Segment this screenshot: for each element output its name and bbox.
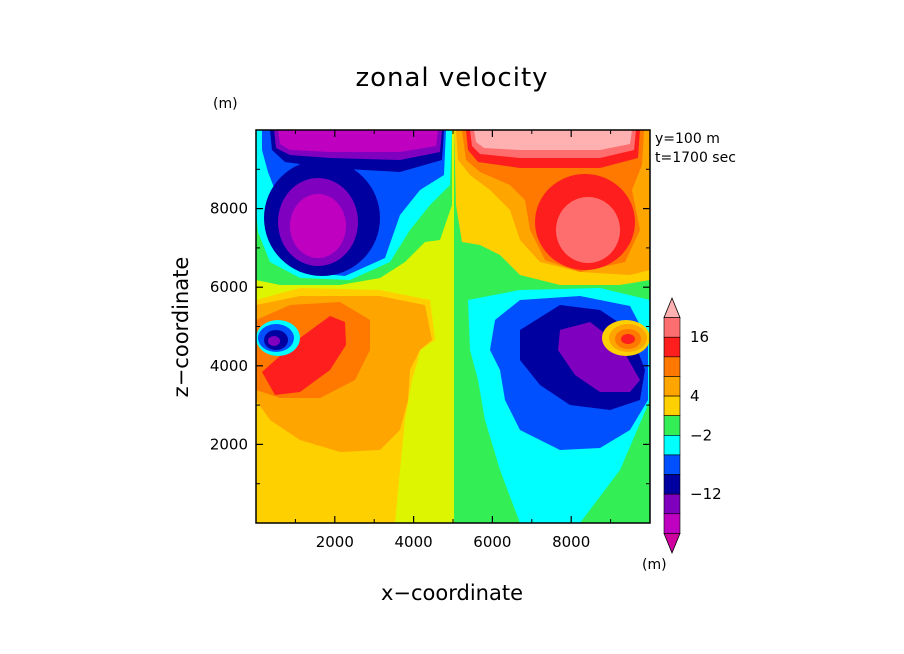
colorbar-cell	[663, 415, 681, 436]
x-axis: 2000 4000 6000 8000	[294, 130, 612, 551]
contour-right-small-red	[621, 334, 635, 344]
colorbar-cell	[663, 317, 681, 338]
y-tick-label: 4000	[210, 357, 248, 375]
x-tick-label: 2000	[316, 533, 354, 551]
x-unit-label: (m)	[642, 557, 667, 573]
y-axis: 2000 4000 6000 8000	[210, 168, 650, 485]
colorbar-label: 4	[690, 387, 700, 405]
colorbar-cell	[663, 493, 681, 515]
colorbar-cell	[663, 454, 681, 475]
colorbar-cell	[663, 474, 681, 495]
y-axis-title: z−coordinate	[169, 257, 193, 398]
colorbar-label: 16	[690, 328, 709, 346]
colorbar-cell	[663, 356, 681, 377]
colorbar-cell	[663, 336, 681, 358]
contour-field	[256, 130, 650, 523]
colorbar-cell	[663, 513, 681, 534]
colorbar-cell-bottom-arrow	[663, 532, 681, 555]
contour-right-lower-purple	[558, 322, 640, 392]
y-unit-label: (m)	[213, 96, 238, 112]
x-tick-label: 4000	[395, 533, 433, 551]
y-tick-label: 6000	[210, 278, 248, 296]
colorbar-cell	[663, 376, 681, 397]
annotation-y-slice: y=100 m	[655, 131, 720, 147]
annotation-time: t=1700 sec	[655, 150, 736, 166]
colorbar: 16 4 −2 −12	[663, 296, 722, 555]
contour-right-eddy-salmon	[556, 197, 620, 263]
contour-left-eddy-magenta	[290, 194, 346, 258]
x-tick-label: 8000	[552, 533, 590, 551]
colorbar-label: −12	[690, 485, 722, 503]
contour-left-jet-magenta	[278, 130, 438, 152]
y-tick-label: 2000	[210, 435, 248, 453]
x-axis-title: x−coordinate	[381, 581, 523, 605]
chart-title: zonal velocity	[355, 63, 548, 93]
contour-left-lower-red	[262, 316, 346, 395]
colorbar-cell	[663, 435, 681, 456]
y-tick-label: 8000	[210, 200, 248, 218]
contour-left-small-purple	[268, 336, 280, 346]
x-tick-label: 6000	[473, 533, 511, 551]
contour-right-jet-pink	[474, 130, 632, 150]
colorbar-label: −2	[690, 426, 712, 444]
colorbar-cell-top-arrow	[663, 296, 681, 319]
colorbar-cell	[663, 395, 681, 416]
